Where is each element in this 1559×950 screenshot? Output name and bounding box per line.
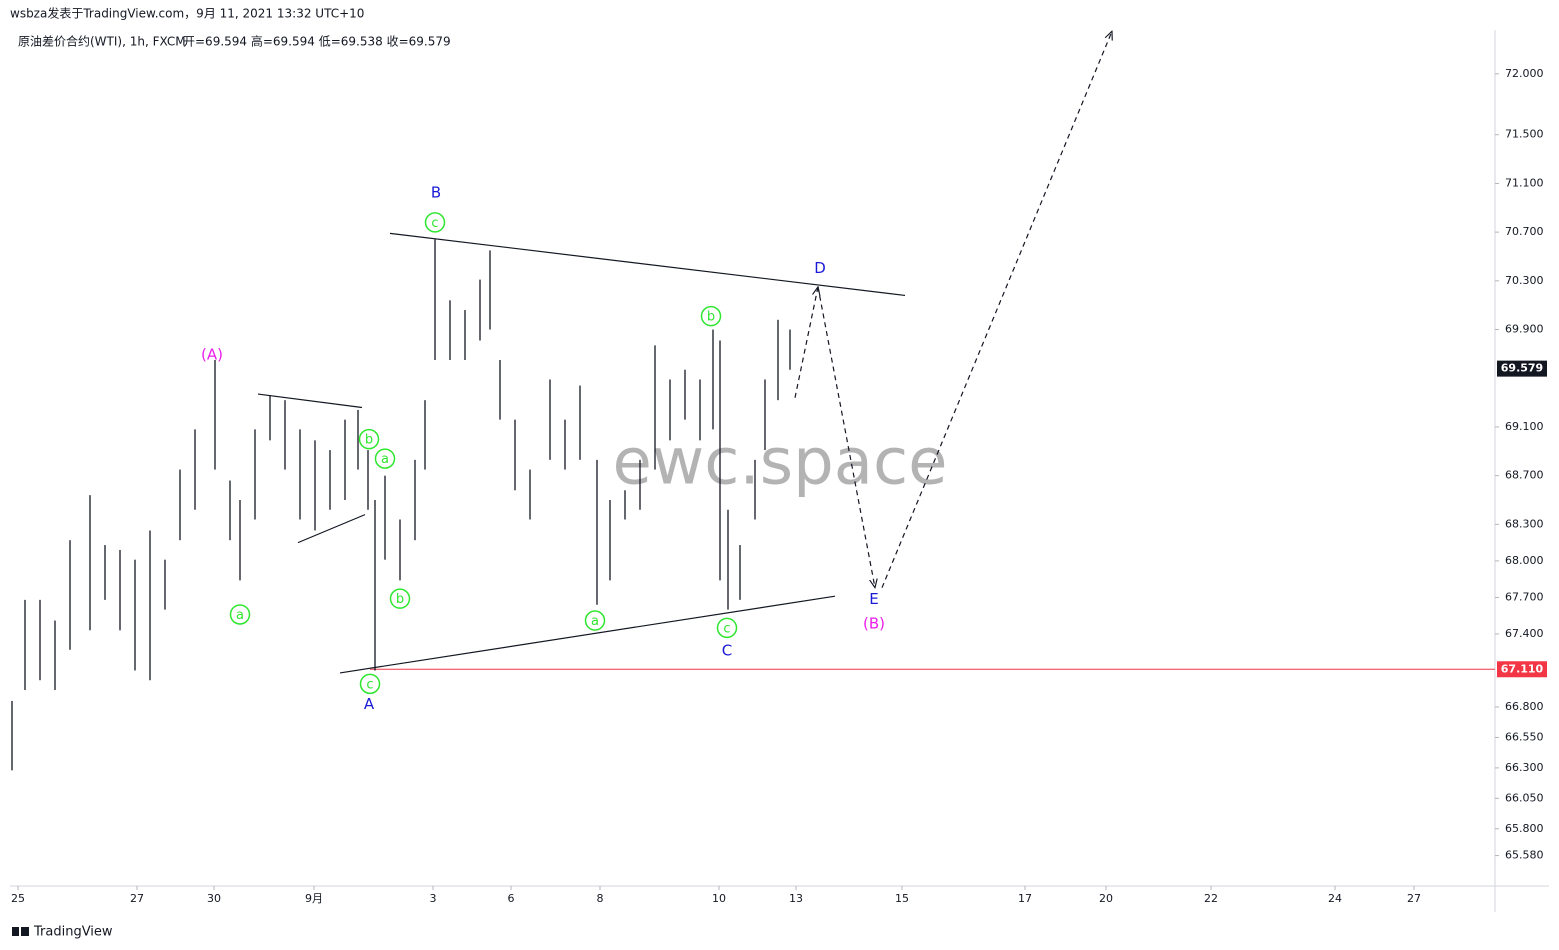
author-line: wsbza发表于TradingView.com，9月 11, 2021 13:3… xyxy=(10,6,364,21)
wave-circle xyxy=(424,212,446,233)
x-tick-label: 9月 xyxy=(305,892,323,905)
wave-circle xyxy=(374,448,396,469)
wave-label: C xyxy=(722,641,732,659)
wave-label: b xyxy=(396,592,404,607)
y-tick-label: 65.800 xyxy=(1505,822,1544,835)
x-tick-label: 15 xyxy=(895,892,909,905)
x-tick-label: 6 xyxy=(508,892,515,905)
y-tick-label: 66.550 xyxy=(1505,730,1544,743)
y-tick-label: 70.700 xyxy=(1505,225,1544,238)
wave-circle xyxy=(359,673,381,695)
last-price-tag xyxy=(1497,360,1547,377)
wave-label: a xyxy=(236,608,244,623)
ohlc-line: 开=69.594 高=69.594 低=69.538 收=69.579 xyxy=(183,34,451,49)
x-tick-label: 27 xyxy=(130,892,144,905)
x-tick-label: 20 xyxy=(1099,892,1113,905)
x-tick-label: 13 xyxy=(789,892,803,905)
wave-circle xyxy=(229,604,251,625)
y-tick-label: 67.700 xyxy=(1505,590,1544,603)
wave-circle xyxy=(716,617,738,639)
wave-label: b xyxy=(707,310,715,325)
y-tick-label: 66.050 xyxy=(1505,791,1544,804)
symbol: 原油差价合约(WTI), 1h, FXCM xyxy=(18,34,186,49)
y-tick-label: 71.100 xyxy=(1505,176,1544,189)
wave-label: a xyxy=(591,614,599,629)
y-tick-label: 68.300 xyxy=(1505,517,1544,530)
trendline xyxy=(339,595,836,674)
price-tag xyxy=(1497,661,1547,678)
wave-circle xyxy=(358,428,380,450)
y-tick-label: 69.900 xyxy=(1505,323,1544,336)
tv-logo xyxy=(12,927,29,936)
x-tick-label: 25 xyxy=(11,892,25,905)
y-tick-label: 65.580 xyxy=(1505,849,1544,862)
price-tag-label: 67.110 xyxy=(1501,662,1544,675)
y-tick-label: 69.100 xyxy=(1505,420,1544,433)
x-tick-label: 8 xyxy=(597,892,604,905)
wave-circle xyxy=(700,305,722,327)
y-tick-label: 66.800 xyxy=(1505,700,1544,713)
x-tick-label: 10 xyxy=(712,892,726,905)
trendline xyxy=(257,393,363,409)
wave-label: E xyxy=(869,590,878,608)
y-tick-label: 67.400 xyxy=(1505,627,1544,640)
y-tick-label: 68.000 xyxy=(1505,554,1544,567)
wave-label: c xyxy=(723,621,730,636)
y-tick-label: 71.500 xyxy=(1505,128,1544,141)
watermark: ewc.space xyxy=(613,426,948,500)
y-tick-label: 70.300 xyxy=(1505,274,1544,287)
wave-label: B xyxy=(431,183,441,201)
wave-label: A xyxy=(364,695,375,713)
projection-arrow xyxy=(817,286,875,588)
wave-circle xyxy=(389,588,411,609)
x-tick-label: 30 xyxy=(207,892,221,905)
wave-label: (B) xyxy=(863,614,885,632)
x-tick-label: 3 xyxy=(430,892,437,905)
projection-arrow xyxy=(794,287,818,398)
wave-label: c xyxy=(431,216,438,231)
wave-circle xyxy=(584,610,606,631)
trendline xyxy=(389,232,906,297)
trendline xyxy=(297,514,366,544)
wave-label: c xyxy=(366,677,373,692)
y-tick-label: 66.300 xyxy=(1505,761,1544,774)
y-tick-label: 68.700 xyxy=(1505,469,1544,482)
wave-label: b xyxy=(365,433,373,448)
wave-label: a xyxy=(381,452,389,467)
wave-label: D xyxy=(814,259,826,277)
y-tick-label: 72.000 xyxy=(1505,67,1544,80)
x-tick-label: 24 xyxy=(1328,892,1342,905)
wave-label: (A) xyxy=(201,345,223,363)
projection-arrow xyxy=(881,31,1112,588)
x-tick-label: 17 xyxy=(1018,892,1032,905)
x-tick-label: 22 xyxy=(1204,892,1218,905)
x-tick-label: 27 xyxy=(1407,892,1421,905)
last-price-label: 69.579 xyxy=(1501,362,1543,375)
footer-brand: TradingView xyxy=(33,925,113,940)
